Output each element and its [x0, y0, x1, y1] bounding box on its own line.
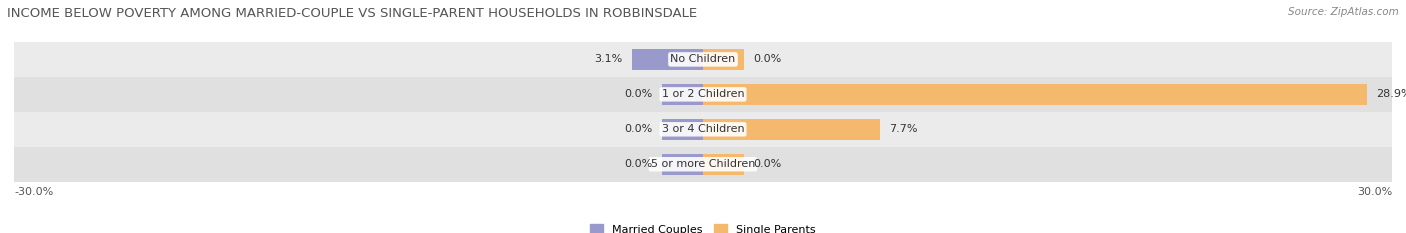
Text: 0.0%: 0.0%	[754, 159, 782, 169]
Text: -30.0%: -30.0%	[14, 187, 53, 197]
Bar	[14, 112, 1392, 147]
Text: 0.0%: 0.0%	[754, 55, 782, 64]
Bar	[703, 119, 880, 140]
Bar	[662, 154, 703, 175]
Bar	[631, 49, 703, 70]
Text: INCOME BELOW POVERTY AMONG MARRIED-COUPLE VS SINGLE-PARENT HOUSEHOLDS IN ROBBINS: INCOME BELOW POVERTY AMONG MARRIED-COUPL…	[7, 7, 697, 20]
Bar	[14, 42, 1392, 77]
Text: Source: ZipAtlas.com: Source: ZipAtlas.com	[1288, 7, 1399, 17]
Text: 28.9%: 28.9%	[1376, 89, 1406, 99]
Text: 3 or 4 Children: 3 or 4 Children	[662, 124, 744, 134]
Legend: Married Couples, Single Parents: Married Couples, Single Parents	[586, 220, 820, 233]
Text: No Children: No Children	[671, 55, 735, 64]
Text: 0.0%: 0.0%	[624, 159, 652, 169]
Text: 0.0%: 0.0%	[624, 124, 652, 134]
Bar	[14, 77, 1392, 112]
Text: 0.0%: 0.0%	[624, 89, 652, 99]
Text: 3.1%: 3.1%	[595, 55, 623, 64]
Text: 30.0%: 30.0%	[1357, 187, 1392, 197]
Bar	[662, 119, 703, 140]
Bar	[703, 154, 744, 175]
Text: 5 or more Children: 5 or more Children	[651, 159, 755, 169]
Bar	[703, 84, 1367, 105]
Text: 7.7%: 7.7%	[889, 124, 918, 134]
Bar	[14, 147, 1392, 182]
Bar	[703, 49, 744, 70]
Text: 1 or 2 Children: 1 or 2 Children	[662, 89, 744, 99]
Bar	[662, 84, 703, 105]
